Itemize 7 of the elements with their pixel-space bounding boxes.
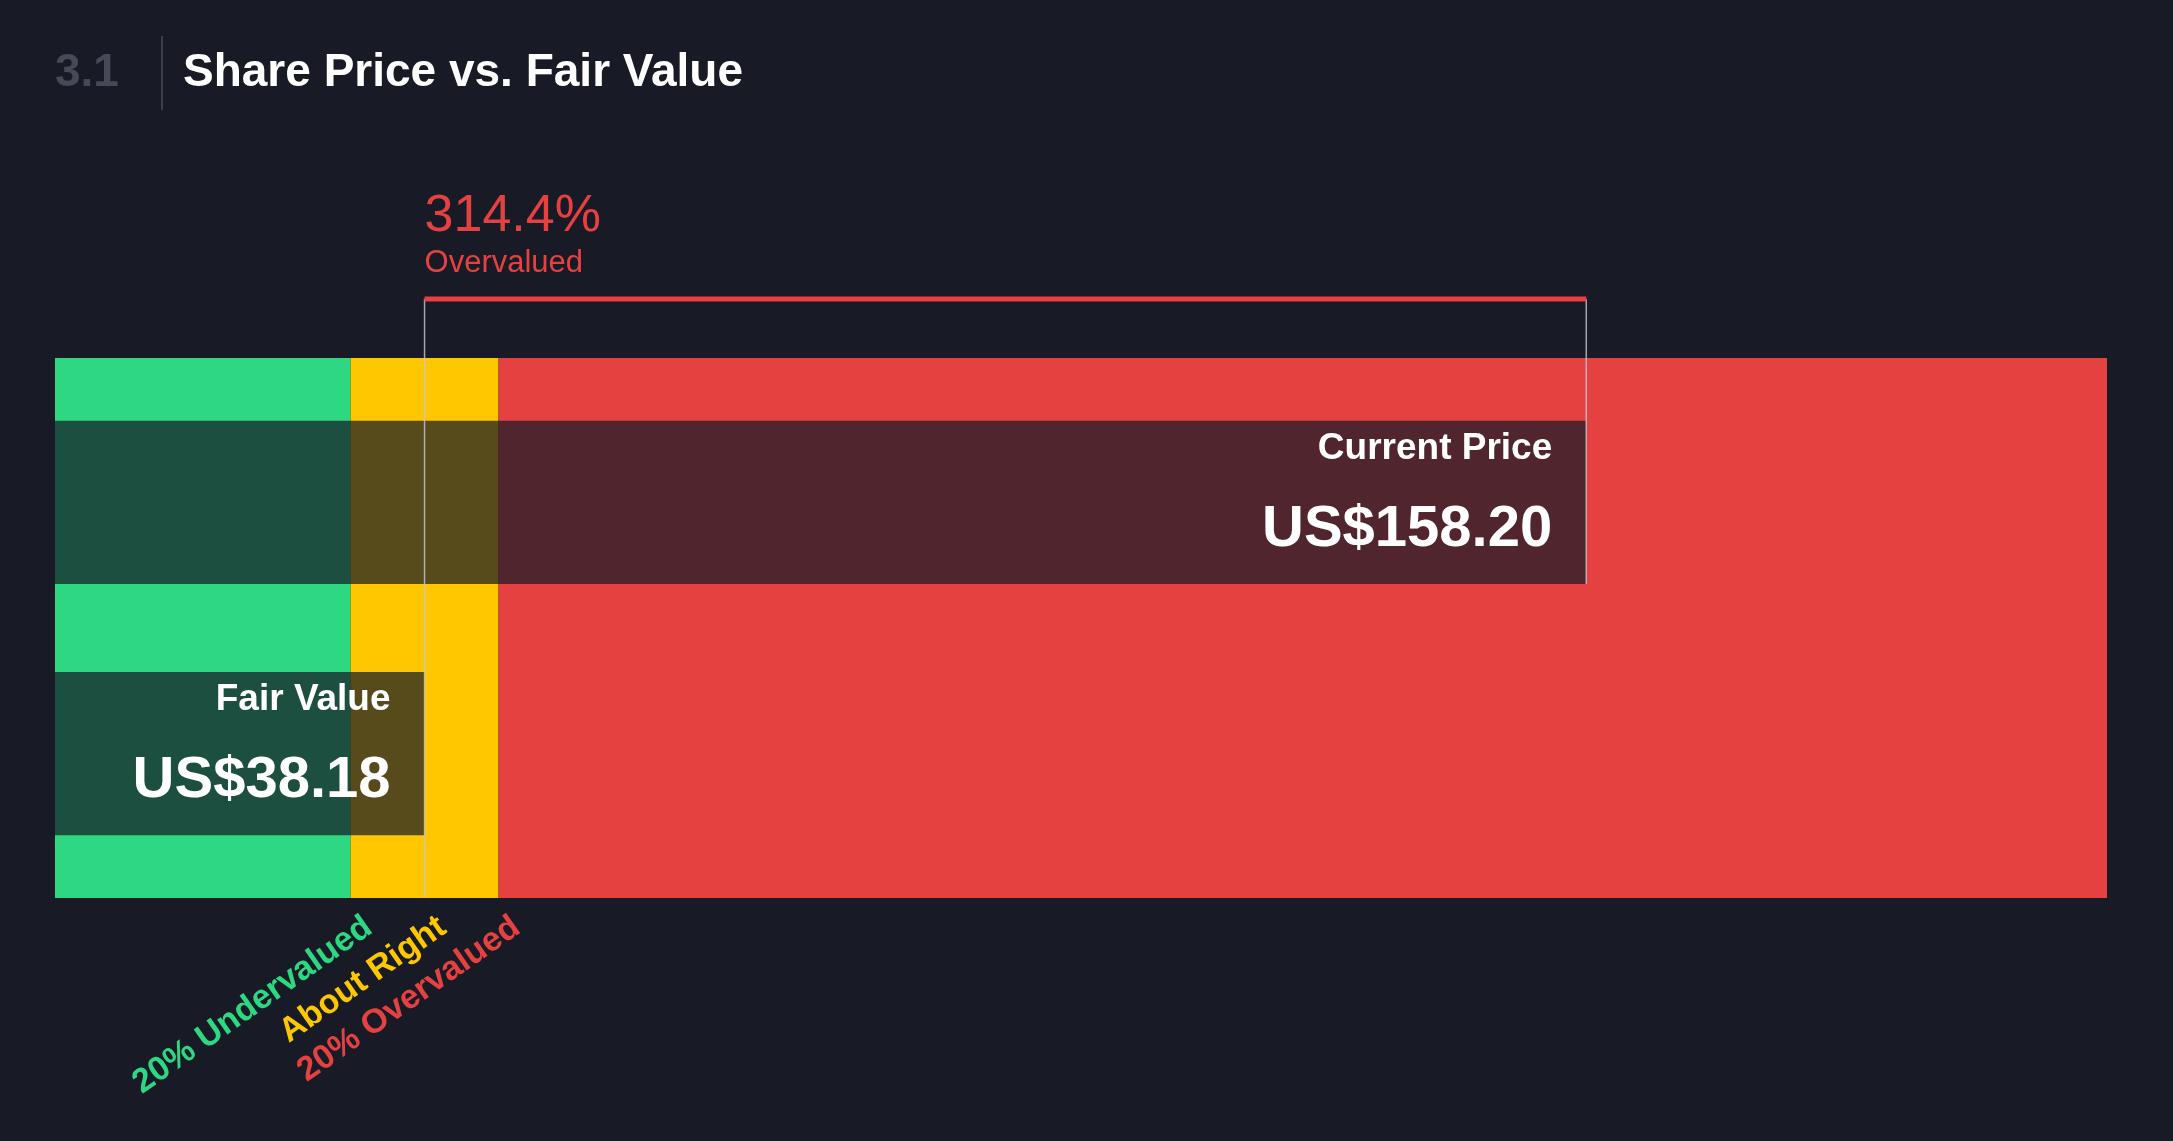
y-tick-label: Current Price: [1317, 425, 1553, 467]
data-label: US$158.20: [1262, 492, 1553, 558]
chart-title: Share Price vs. Fair Value: [183, 44, 743, 96]
text: 314.4%: [424, 184, 601, 242]
data-label: US$38.18: [132, 743, 391, 809]
text: Overvalued: [424, 244, 584, 279]
y-tick-label: Fair Value: [215, 676, 391, 718]
